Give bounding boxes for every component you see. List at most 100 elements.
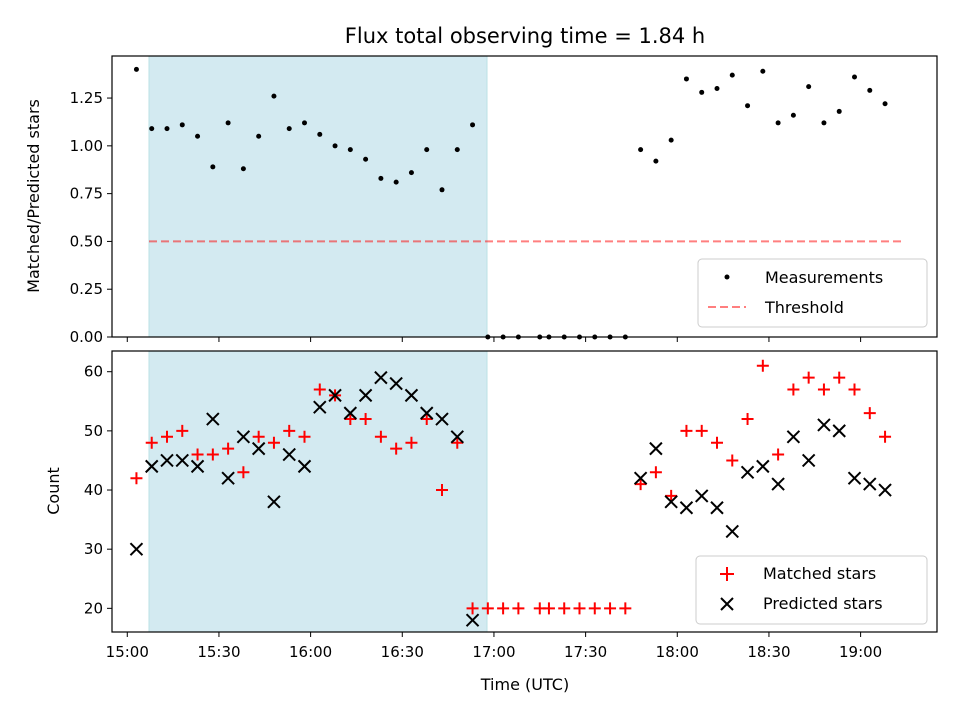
x-tick-label: 19:00	[839, 643, 882, 661]
predicted-star-point	[145, 459, 159, 474]
measurement-point	[332, 143, 338, 149]
measurement-point	[164, 126, 170, 132]
measurement-point	[638, 147, 644, 153]
predicted-star-point	[695, 489, 709, 503]
predicted-star-point	[358, 388, 373, 403]
legend-measurements-label: Measurements	[765, 268, 883, 287]
measurement-point	[347, 147, 353, 153]
matched-star-point	[206, 448, 219, 461]
bottom-legend: Matched stars Predicted stars	[695, 555, 928, 625]
measurement-point	[408, 170, 414, 176]
measurement-point	[195, 133, 201, 139]
measurement-point	[683, 76, 689, 82]
predicted-star-point	[328, 388, 342, 403]
bottom-count-points	[129, 359, 892, 627]
matched-star-point	[481, 602, 494, 615]
measurement-point	[714, 85, 720, 91]
top-y-tick-label: 1.00	[70, 137, 103, 155]
top-x-ticks	[126, 337, 862, 342]
measurement-point	[179, 122, 185, 128]
top-plot-frame	[111, 55, 938, 338]
bottom-y-tick-label: 50	[84, 422, 103, 440]
matched-star-point	[711, 436, 723, 449]
predicted-star-point	[190, 459, 205, 474]
matched-star-point	[802, 371, 815, 384]
legend-predicted-label: Predicted stars	[763, 594, 883, 613]
predicted-star-point	[175, 453, 189, 468]
measurement-point	[240, 166, 246, 172]
matched-star-point	[359, 413, 372, 426]
matched-star-point	[619, 602, 632, 615]
matched-star-point	[252, 430, 265, 443]
matched-star-point	[817, 383, 830, 396]
predicted-star-point	[786, 430, 801, 444]
bottom-x-ticks: 15:00 15:30 16:00 16:30 17:00 17:30 18:00 18:30…	[106, 632, 882, 661]
measurement-point	[378, 175, 384, 181]
chart-title: Flux total observing time = 1.84 h	[345, 24, 705, 48]
predicted-star-point	[267, 495, 281, 509]
measurement-point	[424, 147, 430, 153]
matched-star-point	[405, 436, 418, 449]
bottom-y-axis-label: Count	[44, 467, 63, 515]
measurement-point	[790, 112, 796, 118]
x-tick-label: 17:00	[472, 643, 515, 661]
x-tick-label: 16:30	[381, 643, 424, 661]
measurement-point	[210, 164, 216, 170]
predicted-star-point	[863, 477, 877, 491]
top-legend-box	[697, 258, 928, 328]
predicted-star-point	[404, 388, 419, 403]
matched-star-point	[497, 602, 510, 615]
predicted-star-point	[343, 406, 358, 420]
x-tick-label: 17:30	[564, 643, 607, 661]
predicted-star-point	[297, 459, 312, 474]
predicted-star-point	[710, 501, 724, 515]
predicted-star-point	[756, 459, 770, 474]
predicted-star-point	[236, 430, 251, 444]
measurement-point	[363, 156, 369, 162]
measurement-point	[286, 126, 292, 132]
matched-star-point	[649, 466, 662, 479]
matched-star-point	[161, 430, 173, 443]
matched-star-point	[512, 602, 525, 615]
bottom-legend-box	[695, 555, 928, 625]
matched-star-point	[726, 454, 739, 467]
legend-threshold-label: Threshold	[764, 298, 844, 317]
measurement-point	[302, 120, 307, 126]
measurement-point	[760, 68, 766, 74]
measurement-point	[470, 122, 476, 128]
top-y-tick-label: 0.25	[70, 280, 103, 298]
matched-star-point	[634, 478, 647, 491]
matched-star-point	[267, 436, 280, 449]
predicted-star-point	[633, 471, 648, 485]
x-tick-label: 16:00	[289, 643, 332, 661]
predicted-star-point	[801, 453, 816, 468]
measurement-point	[821, 120, 827, 126]
predicted-star-point	[313, 400, 327, 414]
matched-star-point	[130, 472, 143, 485]
matched-star-point	[604, 602, 617, 615]
predicted-star-point	[878, 483, 892, 497]
predicted-star-point	[206, 412, 220, 426]
predicted-star-point	[160, 453, 174, 468]
top-y-axis-label: Matched/Predicted stars	[24, 99, 43, 293]
measurement-point	[852, 74, 857, 80]
matched-star-point	[833, 371, 846, 384]
matched-star-point	[879, 430, 892, 443]
matched-star-point	[176, 424, 189, 437]
matched-star-point	[848, 383, 861, 396]
measurement-point	[393, 179, 399, 185]
matched-star-point	[741, 413, 754, 426]
matched-star-point	[558, 602, 571, 615]
predicted-star-point	[771, 477, 785, 491]
predicted-star-point	[725, 524, 739, 539]
measurement-point	[133, 66, 139, 72]
matched-star-point	[374, 430, 387, 443]
legend-matched-marker	[720, 567, 734, 581]
top-y-ticks: 0.00 0.25 0.50 0.75 1.00 1.25	[70, 89, 112, 346]
measurement-point	[256, 133, 262, 139]
predicted-star-point	[435, 412, 449, 426]
predicted-star-point	[847, 471, 862, 485]
matched-star-point	[436, 484, 448, 497]
predicted-star-point	[740, 465, 755, 479]
